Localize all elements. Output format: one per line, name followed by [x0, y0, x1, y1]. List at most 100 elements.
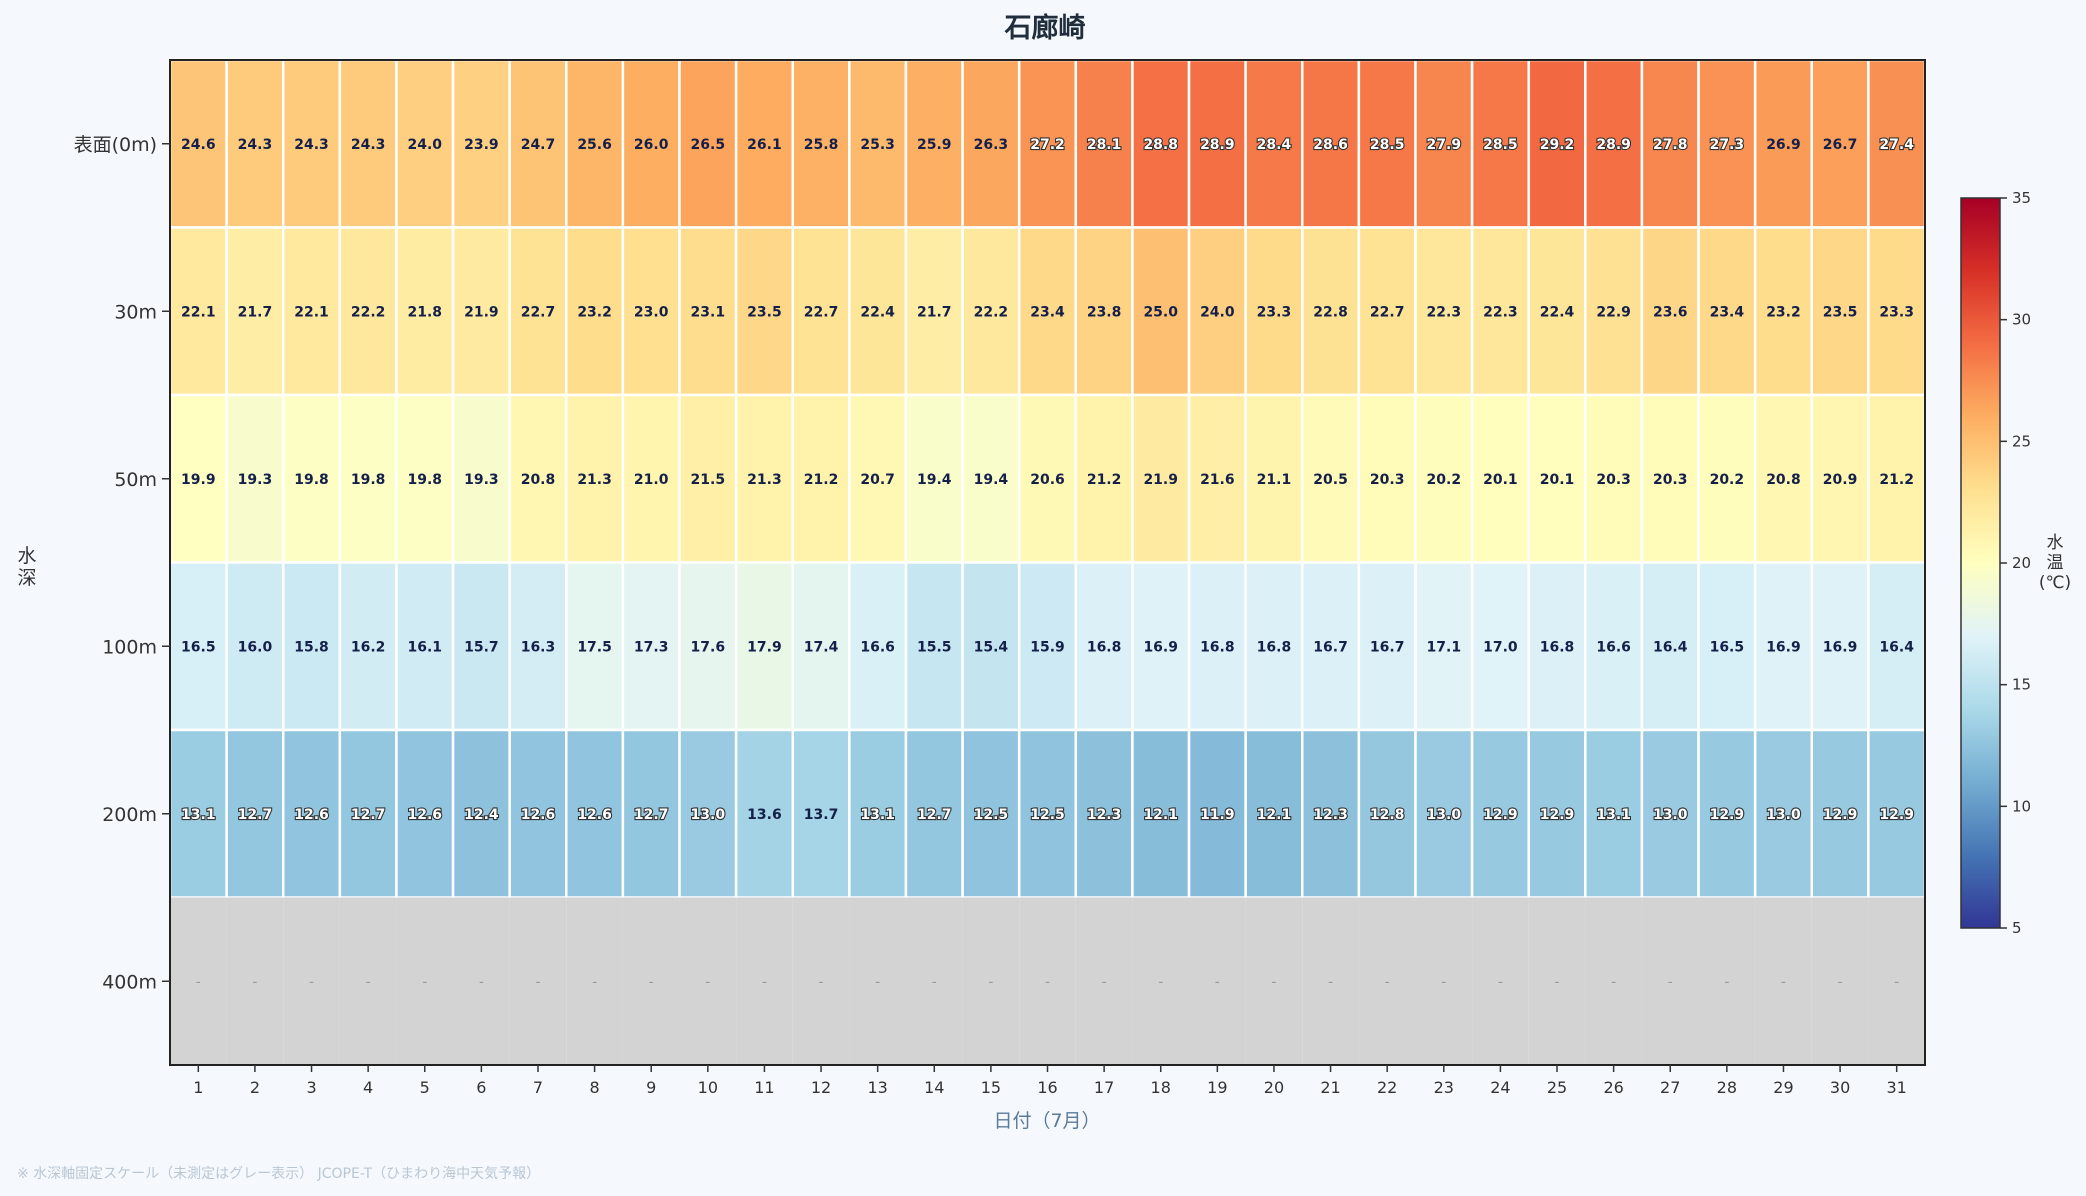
cell-value-label: 19.9 — [181, 472, 216, 488]
cell-value-label: - — [1102, 974, 1107, 990]
cell-value-label: - — [988, 974, 993, 990]
x-tick-label: 20 — [1264, 1078, 1284, 1097]
cell-value-label: 12.4 — [464, 807, 499, 823]
heatmap-cell — [961, 393, 1021, 564]
heatmap-cell — [1868, 897, 1925, 1065]
heatmap-cell — [904, 728, 964, 899]
x-tick-label: 6 — [476, 1078, 486, 1097]
colorbar-tick-label: 5 — [2012, 919, 2022, 937]
cell-value-label: - — [1158, 974, 1163, 990]
heatmap-cell — [451, 226, 511, 397]
x-tick-label: 11 — [754, 1078, 774, 1097]
cell-value-label: 16.6 — [1596, 639, 1631, 655]
cell-value-label: 24.7 — [521, 137, 556, 153]
cell-value-label: 22.3 — [1483, 304, 1518, 320]
heatmap-cell — [1640, 393, 1700, 564]
cell-value-label: - — [309, 974, 314, 990]
x-tick-label: 30 — [1830, 1078, 1850, 1097]
heatmap-cell — [734, 226, 794, 397]
cell-value-label: 17.4 — [804, 639, 839, 655]
cell-value-label: 20.3 — [1653, 472, 1688, 488]
cell-value-label: 20.2 — [1710, 472, 1745, 488]
heatmap-cell — [848, 393, 908, 564]
x-tick-label: 2 — [250, 1078, 260, 1097]
cell-value-label: - — [1328, 974, 1333, 990]
cell-value-label: 12.1 — [1143, 807, 1178, 823]
cell-value-label: - — [819, 974, 824, 990]
cell-value-label: 20.1 — [1483, 472, 1518, 488]
cell-value-label: 13.1 — [1596, 807, 1631, 823]
heatmap-cell — [1528, 897, 1586, 1065]
cell-value-label: 23.3 — [1879, 304, 1914, 320]
y-tick-label: 30m — [114, 301, 157, 323]
cell-value-label: 12.7 — [634, 807, 669, 823]
colorbar-ticks: 5 10 15 20 25 30 35 — [2000, 189, 2031, 937]
heatmap-cell — [1470, 728, 1530, 899]
cell-value-label: 16.4 — [1653, 639, 1688, 655]
cell-value-label: 19.8 — [407, 472, 442, 488]
cell-value-label: 22.7 — [1370, 304, 1405, 320]
heatmap-cell — [1697, 561, 1757, 732]
cell-value-label: 23.2 — [1766, 304, 1801, 320]
cell-value-label: 16.4 — [1879, 639, 1914, 655]
cell-value-label: 16.2 — [351, 639, 386, 655]
heatmap-cell — [1414, 393, 1474, 564]
cell-value-label: 22.3 — [1427, 304, 1462, 320]
heatmap-cell — [1755, 897, 1812, 1065]
cell-value-label: 16.1 — [407, 639, 442, 655]
cell-value-label: 13.1 — [860, 807, 895, 823]
cell-value-label: 16.8 — [1540, 639, 1575, 655]
cell-value-label: 27.2 — [1030, 137, 1065, 153]
heatmap-cell — [1810, 561, 1870, 732]
colorbar-label: 水温(℃) — [2039, 533, 2071, 593]
heatmap-cell — [1414, 226, 1474, 397]
heatmap-cell — [904, 393, 964, 564]
y-tick-label: 50m — [114, 469, 157, 491]
cell-value-label: 24.6 — [181, 137, 216, 153]
cell-value-label: 12.9 — [1823, 807, 1858, 823]
heatmap-cell — [395, 393, 455, 564]
cell-value-label: 24.0 — [1200, 304, 1235, 320]
cell-value-label: 12.9 — [1540, 807, 1575, 823]
cell-value-label: - — [1554, 974, 1559, 990]
cell-value-label: 21.6 — [1200, 472, 1235, 488]
x-tick-label: 14 — [924, 1078, 944, 1097]
cell-value-label: 13.6 — [747, 807, 782, 823]
cell-value-label: - — [1894, 974, 1899, 990]
cell-value-label: 13.0 — [1427, 807, 1462, 823]
heatmap-cell — [1074, 226, 1134, 397]
cell-value-label: 25.3 — [860, 137, 895, 153]
cell-value-label: 23.5 — [747, 304, 782, 320]
cell-value-label: 23.8 — [1087, 304, 1122, 320]
heatmap-cell — [508, 728, 568, 899]
heatmap-cell — [1527, 226, 1587, 397]
x-tick-label: 18 — [1151, 1078, 1171, 1097]
cell-value-label: 12.9 — [1710, 807, 1745, 823]
cell-value-label: 24.3 — [294, 137, 329, 153]
heatmap-cell — [339, 897, 397, 1065]
cell-value-label: 17.5 — [577, 639, 612, 655]
cell-value-label: 22.9 — [1596, 304, 1631, 320]
cell-value-label: 17.0 — [1483, 639, 1518, 655]
cell-value-label: 21.9 — [1143, 472, 1178, 488]
heatmap-cell — [565, 728, 625, 899]
heatmap-cell — [283, 897, 340, 1065]
cell-value-label: 23.2 — [577, 304, 612, 320]
cell-value-label: 17.6 — [691, 639, 726, 655]
cell-value-label: 25.9 — [917, 137, 952, 153]
cell-value-label: 27.9 — [1427, 137, 1462, 153]
heatmap-cell — [1697, 226, 1757, 397]
heatmap-cell — [1640, 561, 1700, 732]
cell-value-label: - — [1498, 974, 1503, 990]
cell-value-label: 27.8 — [1653, 137, 1688, 153]
heatmap-cell — [1810, 226, 1870, 397]
cell-value-label: 21.5 — [691, 472, 726, 488]
cell-value-label: 16.8 — [1257, 639, 1292, 655]
cell-value-label: 23.6 — [1653, 304, 1688, 320]
cell-value-label: - — [479, 974, 484, 990]
heatmap-cell — [1187, 58, 1247, 229]
heatmap-cell — [1074, 393, 1134, 564]
heatmap-cell — [1302, 897, 1359, 1065]
x-tick-label: 21 — [1320, 1078, 1340, 1097]
cell-value-label: 28.9 — [1596, 137, 1631, 153]
